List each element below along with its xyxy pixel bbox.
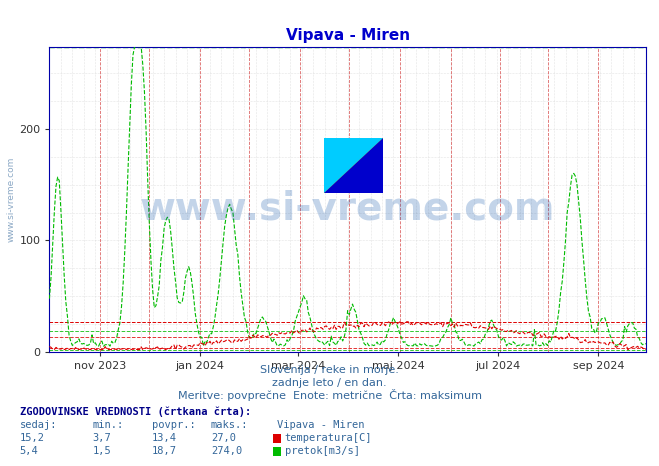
Text: 27,0: 27,0 <box>211 433 236 443</box>
Text: 5,4: 5,4 <box>20 446 38 456</box>
Text: 15,2: 15,2 <box>20 433 45 443</box>
Text: Vipava - Miren: Vipava - Miren <box>277 420 364 430</box>
Text: 13,4: 13,4 <box>152 433 177 443</box>
Text: www.si-vreme.com: www.si-vreme.com <box>6 157 15 242</box>
Text: pretok[m3/s]: pretok[m3/s] <box>285 446 360 456</box>
Title: Vipava - Miren: Vipava - Miren <box>285 27 410 43</box>
Polygon shape <box>324 138 384 193</box>
Text: temperatura[C]: temperatura[C] <box>285 433 372 443</box>
Text: sedaj:: sedaj: <box>20 420 57 430</box>
Polygon shape <box>324 138 384 193</box>
Text: povpr.:: povpr.: <box>152 420 195 430</box>
Text: Slovenija / reke in morje.: Slovenija / reke in morje. <box>260 365 399 375</box>
Text: 274,0: 274,0 <box>211 446 242 456</box>
Text: 3,7: 3,7 <box>92 433 111 443</box>
Text: ZGODOVINSKE VREDNOSTI (črtkana črta):: ZGODOVINSKE VREDNOSTI (črtkana črta): <box>20 406 251 417</box>
Text: 18,7: 18,7 <box>152 446 177 456</box>
Text: zadnje leto / en dan.: zadnje leto / en dan. <box>272 378 387 388</box>
Text: www.si-vreme.com: www.si-vreme.com <box>140 189 556 227</box>
Text: min.:: min.: <box>92 420 123 430</box>
Text: 1,5: 1,5 <box>92 446 111 456</box>
Text: maks.:: maks.: <box>211 420 248 430</box>
Text: Meritve: povprečne  Enote: metrične  Črta: maksimum: Meritve: povprečne Enote: metrične Črta:… <box>177 389 482 401</box>
